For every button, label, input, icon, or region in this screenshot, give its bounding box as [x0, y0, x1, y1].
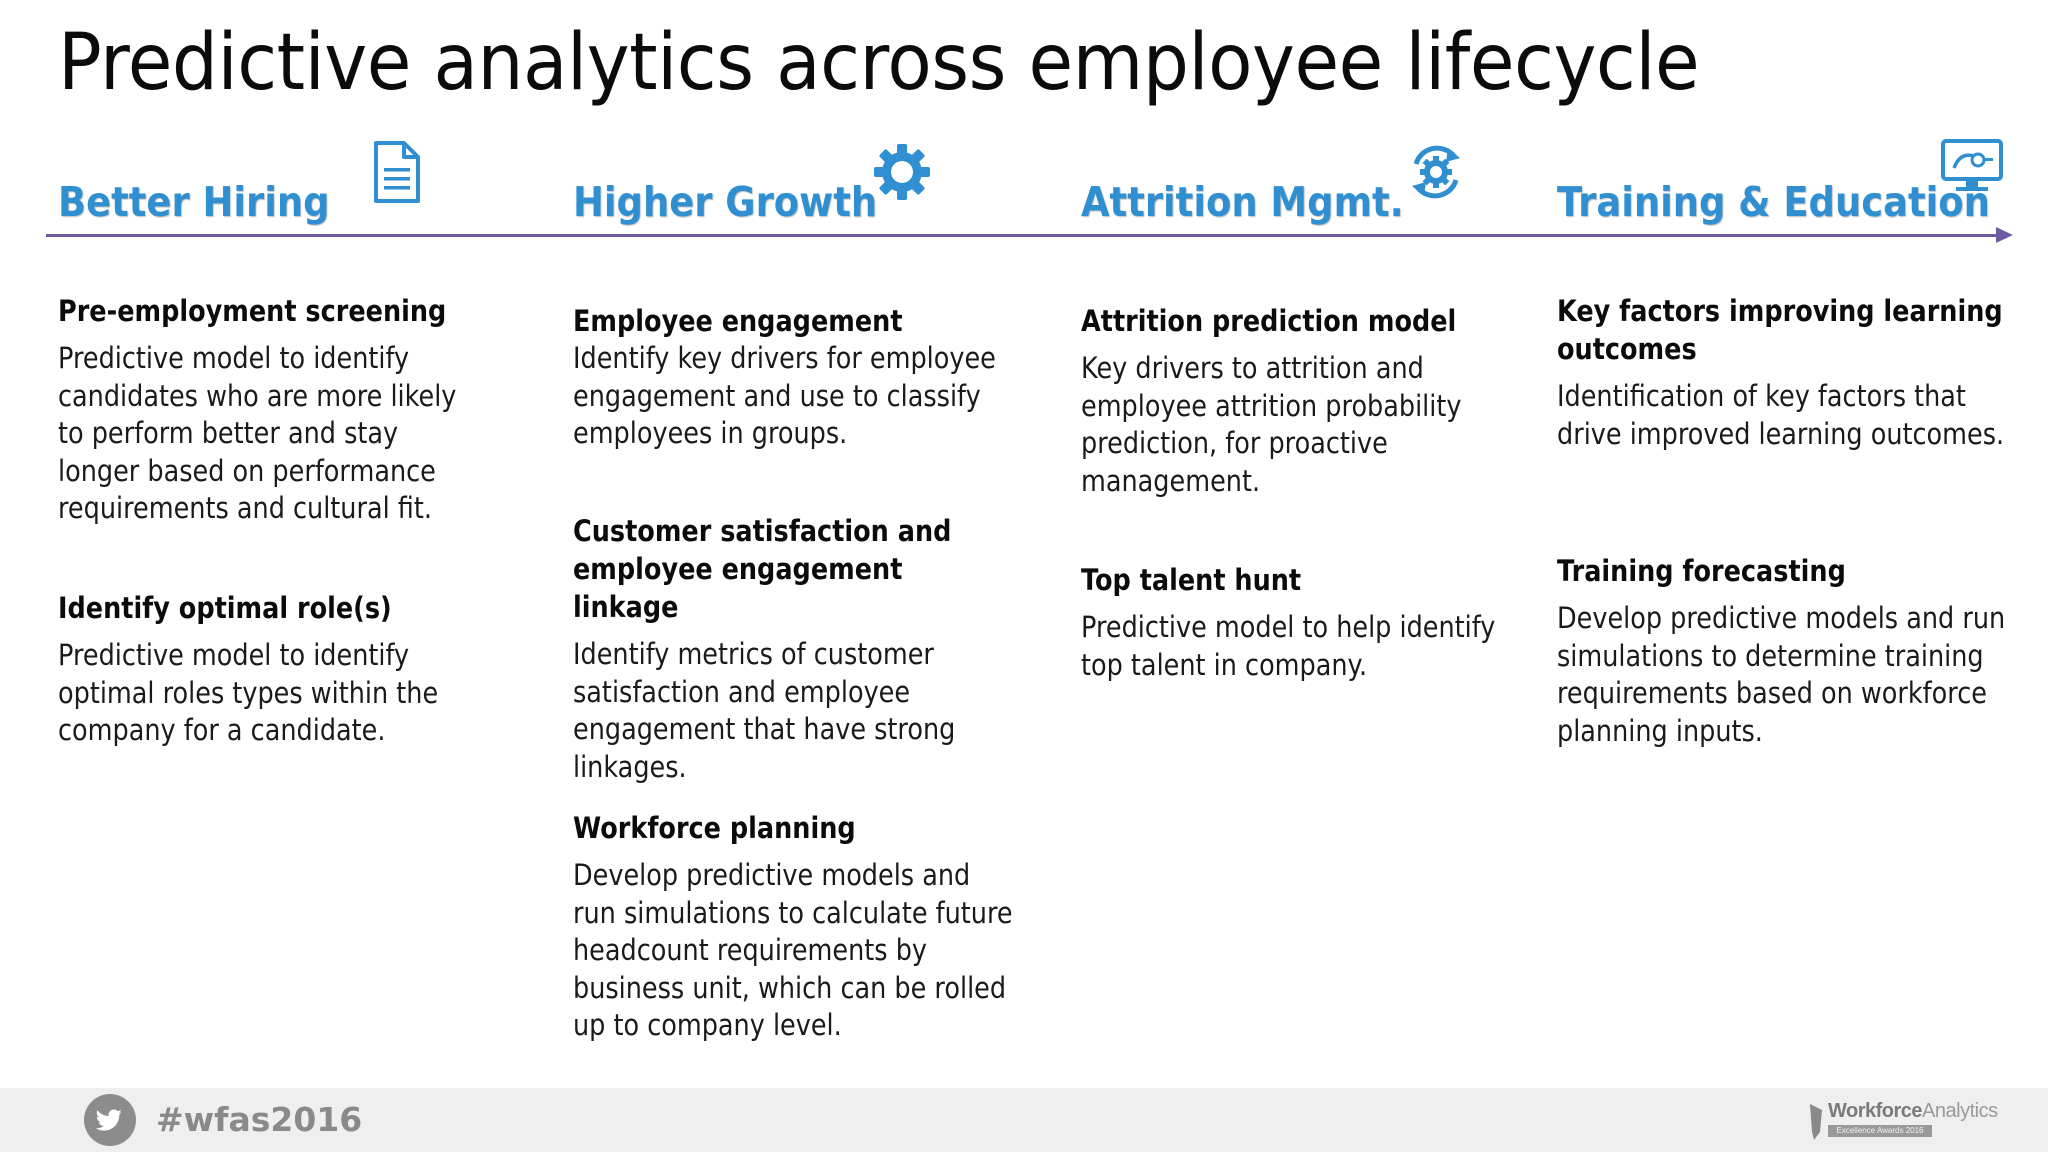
timeline-arrow-icon [1996, 227, 2013, 243]
column-heading: Training & Education [1557, 178, 1990, 226]
list-item: Key factors improving learning outcomes … [1557, 292, 2007, 453]
brand-mark-icon [1810, 1104, 1822, 1140]
item-title: Top talent hunt [1081, 563, 1302, 597]
page-title: Predictive analytics across employee lif… [58, 18, 1700, 108]
document-icon [372, 140, 422, 209]
item-description: Identify key drivers for employee engage… [573, 341, 996, 451]
list-item: Workforce planning Develop predictive mo… [573, 809, 1013, 1045]
column-heading: Attrition Mgmt. [1081, 178, 1404, 226]
list-item: Employee engagement Identify key drivers… [573, 302, 1013, 453]
brand-name: WorkforceAnalytics [1828, 1100, 1998, 1123]
list-item: Top talent hunt Predictive model to help… [1081, 561, 1521, 684]
brand-name-bold: Workforce [1828, 1100, 1923, 1122]
item-title: Attrition prediction model [1081, 304, 1457, 338]
monitor-icon [1940, 138, 2004, 199]
item-description: Identification of key factors that drive… [1557, 379, 2005, 451]
item-description: Key drivers to attrition and employee at… [1081, 351, 1462, 498]
item-title: Employee engagement [573, 304, 903, 338]
item-description: Predictive model to identify optimal rol… [58, 638, 439, 748]
item-title: Identify optimal role(s) [58, 591, 392, 625]
twitter-icon [84, 1094, 136, 1146]
column-heading: Higher Growth [573, 178, 878, 226]
item-title: Customer satisfaction and employee engag… [573, 514, 952, 624]
item-title: Pre-employment screening [58, 294, 447, 328]
item-description: Predictive model to help identify top ta… [1081, 610, 1496, 682]
list-item: Customer satisfaction and employee engag… [573, 512, 1013, 786]
item-title: Training forecasting [1557, 554, 1846, 588]
brand-subtitle: Excellence Awards 2016 [1828, 1125, 1932, 1137]
refresh-gear-icon [1404, 140, 1468, 209]
item-title: Workforce planning [573, 811, 856, 845]
item-title: Key factors improving learning outcomes [1557, 294, 2003, 366]
item-description: Identify metrics of customer satisfactio… [573, 637, 956, 784]
hashtag-label: #wfas2016 [156, 1100, 363, 1139]
list-item: Pre-employment screening Predictive mode… [58, 292, 478, 528]
timeline-line [46, 234, 2006, 237]
list-item: Identify optimal role(s) Predictive mode… [58, 589, 478, 750]
item-description: Predictive model to identify candidates … [58, 341, 457, 526]
brand-name-light: Analytics [1922, 1100, 1998, 1122]
footer-bar [0, 1088, 2048, 1152]
brand-logo: WorkforceAnalytics Excellence Awards 201… [1806, 1098, 2006, 1144]
list-item: Attrition prediction model Key drivers t… [1081, 302, 1521, 500]
list-item: Training forecasting Develop predictive … [1557, 552, 2007, 750]
item-description: Develop predictive models and run simula… [573, 858, 1013, 1043]
column-heading: Better Hiring [58, 178, 330, 226]
item-description: Develop predictive models and run simula… [1557, 601, 2006, 748]
gear-icon [870, 140, 934, 209]
